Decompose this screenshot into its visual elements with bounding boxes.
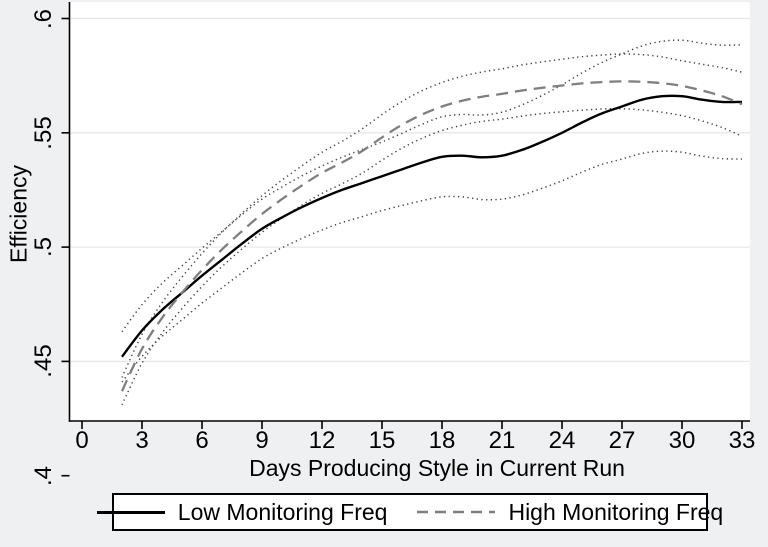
legend: Low Monitoring Freq High Monitoring Freq [96, 493, 723, 531]
series-line-mean-solid [121, 94, 743, 358]
x-tick-label: 9 [255, 427, 269, 454]
x-tick-label: 21 [488, 427, 516, 454]
x-tick-label: 18 [428, 427, 456, 454]
legend-item-low: Low Monitoring Freq [96, 498, 388, 526]
x-tick-label: 3 [135, 427, 149, 454]
series-line-ci-dotted [121, 107, 743, 406]
legend-item-high: High Monitoring Freq [417, 499, 723, 526]
dashed-line-icon [417, 510, 496, 514]
y-tick-label: .5 [30, 236, 57, 258]
series-line-mean-dashed [120, 80, 743, 392]
x-tick-label: 15 [368, 427, 396, 454]
solid-line-icon [96, 510, 165, 514]
x-axis-title: Days Producing Style in Current Run [249, 455, 625, 481]
y-tick-label: .45 [30, 344, 57, 378]
x-tick-label: 24 [548, 427, 576, 454]
x-tick-label: 6 [195, 427, 209, 454]
x-tick-label: 30 [668, 427, 696, 454]
y-tick-label: .6 [30, 8, 57, 30]
series-line-ci-dotted [121, 53, 743, 378]
legend-label-high: High Monitoring Freq [508, 498, 724, 525]
y-tick-label: .55 [30, 116, 57, 150]
series-line-ci-dotted [121, 39, 743, 333]
y-tick-label: .4 [30, 465, 57, 487]
legend-label-low: Low Monitoring Freq [177, 498, 388, 525]
x-tick-label: 12 [308, 427, 336, 454]
x-tick-label: 33 [728, 427, 756, 454]
plot-area [69, 2, 750, 421]
y-axis-title: Efficiency [5, 164, 32, 264]
x-tick-label: 0 [75, 427, 89, 454]
x-tick-label: 27 [608, 427, 636, 454]
